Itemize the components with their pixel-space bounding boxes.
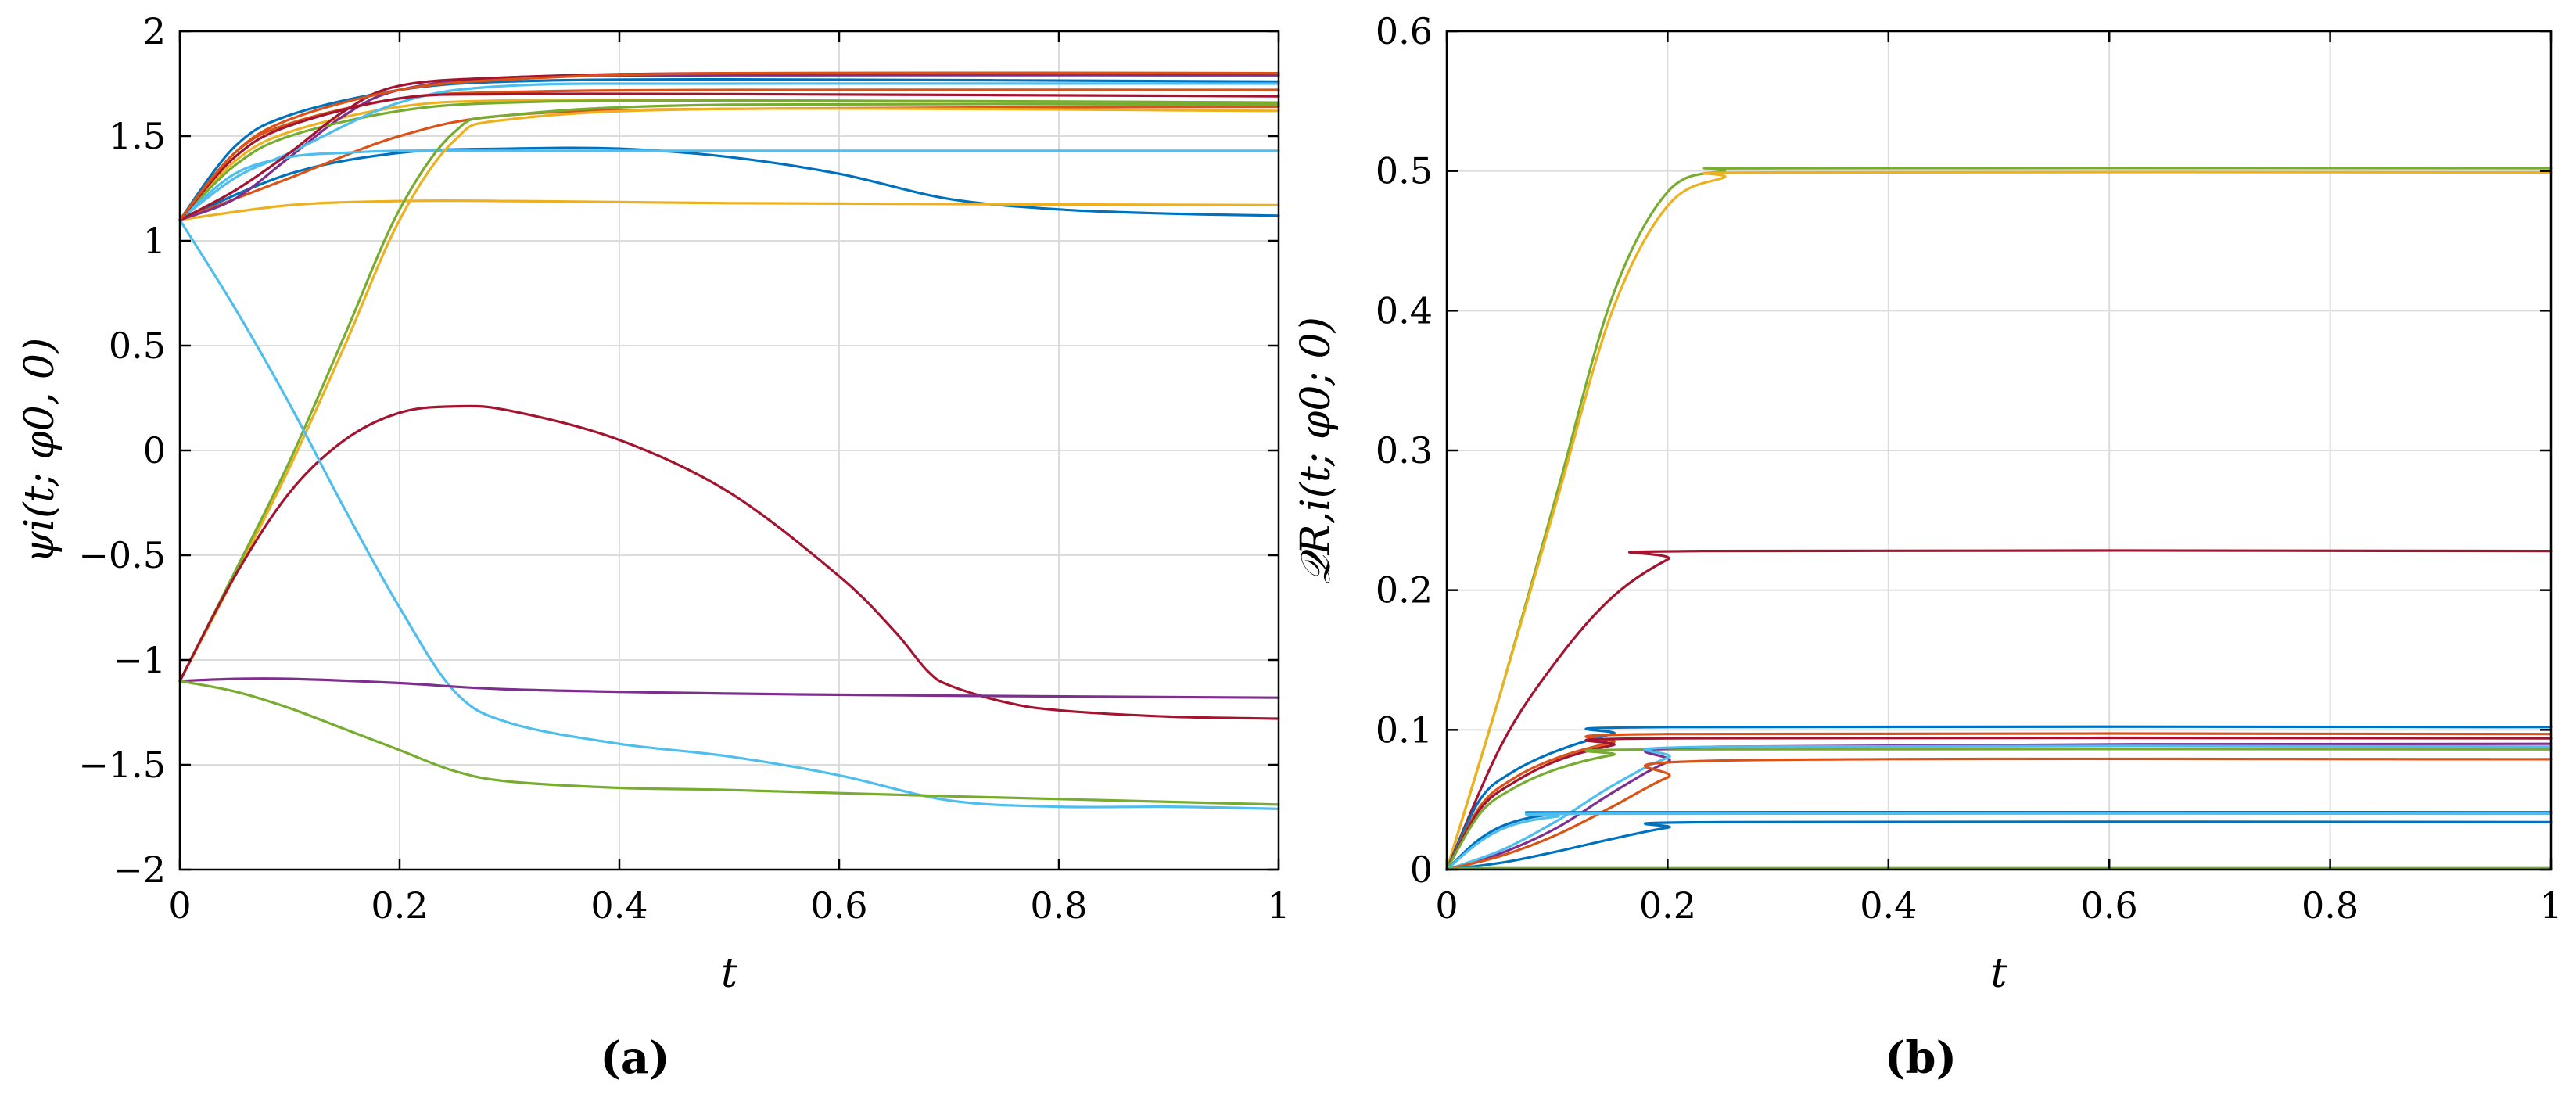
series-line-q4: [1445, 725, 2553, 871]
series-line-s16: [178, 404, 1280, 720]
x-tick-label: 0.4: [1860, 884, 1917, 927]
y-tick-label: 0: [1410, 848, 1433, 891]
series-line-q6: [1445, 736, 2553, 871]
x-tick-label: 1: [2539, 884, 2562, 927]
y-tick-label: −2: [113, 848, 166, 891]
series-line-q3: [1445, 549, 2553, 871]
y-tick-label: −1.5: [78, 744, 166, 786]
x-axis-label: t: [1991, 950, 2007, 997]
series-line-q7: [1445, 748, 2553, 871]
panel-label: (b): [1885, 1032, 1957, 1084]
series-line-s10: [178, 82, 1280, 221]
x-tick-label: 0.4: [590, 884, 648, 927]
series-line-s14: [178, 107, 1280, 683]
y-axis-label: 𝒬R,i(t; φ0; 0): [1293, 317, 1340, 584]
series-line-q10: [1445, 757, 2553, 871]
series-line-s15: [178, 102, 1280, 683]
y-tick-label: 0.5: [1376, 150, 1433, 192]
y-tick-label: 0.5: [109, 325, 166, 367]
x-tick-label: 0.8: [2302, 884, 2359, 927]
x-axis-label: t: [721, 950, 737, 997]
series-line-s5: [178, 199, 1280, 221]
x-tick-label: 0.8: [1030, 884, 1087, 927]
y-axis-label: ψi(t; φ0, 0): [16, 338, 63, 564]
series-line-s18: [178, 676, 1280, 699]
x-tick-label: 1: [1267, 884, 1290, 927]
y-tick-label: −1: [113, 639, 166, 681]
chart-panel-a: 0 0.2 0.4 0.6 0.8 1 −2 −1.5 −1 −0.5 0 0.5 1 1.5 2 t ψi(t…: [16, 10, 1290, 1084]
y-tick-label: 0: [143, 429, 166, 472]
series-line-s17: [178, 218, 1280, 810]
x-tick-label: 0: [168, 884, 191, 927]
x-tick-label: 0: [1435, 884, 1458, 927]
series-line-s8: [178, 99, 1280, 221]
series-line-s9: [178, 149, 1280, 221]
y-tick-label: 1.5: [109, 115, 166, 157]
series-line-q11: [1445, 810, 2553, 871]
y-tick-label: 2: [143, 10, 166, 52]
series-line-s12: [178, 92, 1280, 221]
chart-panel-b: 0 0.2 0.4 0.6 0.8 1 0 0.1 0.2 0.3 0.4 0.5 0.6 t 𝒬R,i(t…: [1293, 10, 2563, 1084]
panel-label: (a): [600, 1032, 669, 1084]
x-tick-label: 0.6: [810, 884, 867, 927]
series-line-q9: [1445, 744, 2553, 871]
y-tick-label: 0.2: [1376, 569, 1433, 612]
series-line-q13: [1445, 820, 2553, 871]
series-line-s19: [178, 680, 1280, 806]
series-line-q2: [1445, 170, 2553, 871]
y-tick-label: 0.6: [1376, 10, 1433, 52]
x-tick-label: 0.2: [1639, 884, 1696, 927]
y-tick-label: 0.1: [1376, 708, 1433, 751]
x-tick-label: 0.2: [371, 884, 428, 927]
series-line-s7: [178, 74, 1280, 221]
x-tick-label: 0.6: [2081, 884, 2138, 927]
series-line-q12: [1445, 812, 2553, 871]
y-tick-label: 0.4: [1376, 289, 1433, 332]
series-line-s2: [178, 146, 1280, 221]
y-tick-label: 1: [143, 220, 166, 262]
series-line-s13: [178, 71, 1280, 221]
y-tick-label: −0.5: [78, 534, 166, 576]
y-tick-label: 0.3: [1376, 429, 1433, 472]
series-line-s1: [178, 78, 1280, 221]
